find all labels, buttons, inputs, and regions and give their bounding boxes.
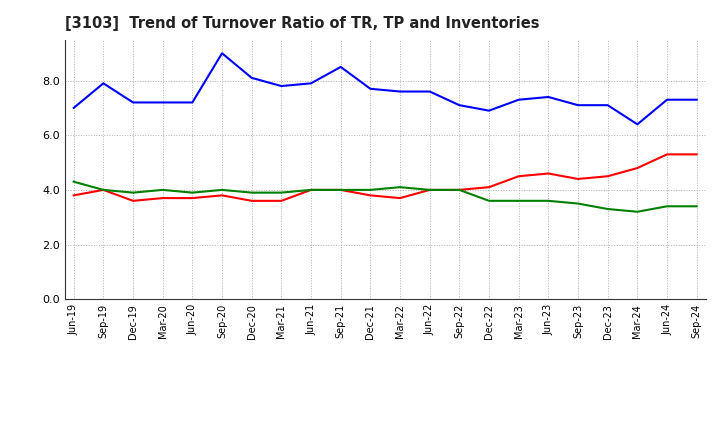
Inventories (693, 204, 701, 209)
Inventories (455, 187, 464, 193)
Trade Receivables (188, 195, 197, 201)
Trade Payables (603, 103, 612, 108)
Trade Receivables (455, 187, 464, 193)
Trade Receivables (69, 193, 78, 198)
Trade Payables (693, 97, 701, 103)
Inventories (396, 184, 405, 190)
Trade Payables (574, 103, 582, 108)
Inventories (633, 209, 642, 214)
Trade Payables (544, 94, 553, 99)
Line: Trade Receivables: Trade Receivables (73, 154, 697, 201)
Inventories (307, 187, 315, 193)
Trade Payables (396, 89, 405, 94)
Inventories (336, 187, 345, 193)
Line: Inventories: Inventories (73, 182, 697, 212)
Trade Receivables (574, 176, 582, 182)
Trade Payables (248, 75, 256, 81)
Trade Payables (188, 100, 197, 105)
Trade Receivables (633, 165, 642, 171)
Inventories (544, 198, 553, 203)
Trade Payables (277, 84, 286, 89)
Inventories (426, 187, 434, 193)
Inventories (158, 187, 167, 193)
Trade Receivables (129, 198, 138, 203)
Inventories (277, 190, 286, 195)
Trade Payables (426, 89, 434, 94)
Trade Payables (217, 51, 226, 56)
Trade Receivables (307, 187, 315, 193)
Inventories (485, 198, 493, 203)
Trade Receivables (277, 198, 286, 203)
Trade Receivables (603, 174, 612, 179)
Inventories (99, 187, 108, 193)
Inventories (188, 190, 197, 195)
Trade Receivables (99, 187, 108, 193)
Trade Receivables (366, 193, 374, 198)
Trade Receivables (158, 195, 167, 201)
Text: [3103]  Trend of Turnover Ratio of TR, TP and Inventories: [3103] Trend of Turnover Ratio of TR, TP… (65, 16, 539, 32)
Trade Receivables (336, 187, 345, 193)
Trade Payables (633, 122, 642, 127)
Trade Payables (336, 64, 345, 70)
Trade Payables (158, 100, 167, 105)
Trade Receivables (396, 195, 405, 201)
Trade Payables (366, 86, 374, 92)
Trade Payables (99, 81, 108, 86)
Trade Receivables (248, 198, 256, 203)
Inventories (662, 204, 671, 209)
Inventories (248, 190, 256, 195)
Trade Receivables (544, 171, 553, 176)
Trade Receivables (693, 152, 701, 157)
Inventories (366, 187, 374, 193)
Inventories (217, 187, 226, 193)
Inventories (129, 190, 138, 195)
Trade Payables (485, 108, 493, 113)
Trade Payables (129, 100, 138, 105)
Trade Receivables (662, 152, 671, 157)
Inventories (514, 198, 523, 203)
Inventories (69, 179, 78, 184)
Trade Receivables (217, 193, 226, 198)
Trade Payables (69, 105, 78, 110)
Trade Receivables (514, 174, 523, 179)
Trade Payables (514, 97, 523, 103)
Inventories (574, 201, 582, 206)
Trade Receivables (485, 184, 493, 190)
Trade Payables (455, 103, 464, 108)
Inventories (603, 206, 612, 212)
Trade Payables (662, 97, 671, 103)
Trade Payables (307, 81, 315, 86)
Trade Receivables (426, 187, 434, 193)
Line: Trade Payables: Trade Payables (73, 53, 697, 125)
